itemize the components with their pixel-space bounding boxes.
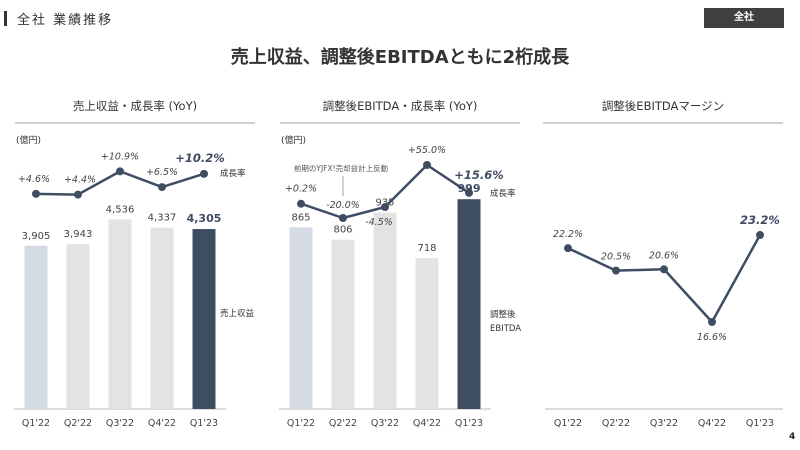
chart2-growth-point-3 bbox=[423, 161, 431, 169]
chart1-bar-label-1: 3,943 bbox=[64, 229, 93, 240]
chart1-bar-label-3: 4,337 bbox=[148, 213, 177, 224]
chart2-growth-point-4 bbox=[465, 188, 473, 197]
chart1-title: 売上収益・成長率 (YoY) bbox=[72, 99, 198, 113]
chart1-bar-label-4: 4,305 bbox=[187, 212, 222, 225]
chart2-bar-label-0: 865 bbox=[291, 212, 310, 223]
chart1-x-tick-2: Q3'22 bbox=[106, 418, 134, 429]
chart2-growth-label-4: +15.6% bbox=[454, 168, 504, 182]
chart3-title: 調整後EBITDAマージン bbox=[601, 99, 725, 113]
chart2-bar-1 bbox=[331, 239, 355, 409]
chart2-x-tick-0: Q1'22 bbox=[287, 418, 315, 429]
chart1-growth-label-1: +4.4% bbox=[64, 175, 96, 186]
chart3-value-label-4: 23.2% bbox=[740, 213, 780, 227]
chart2-x-tick-1: Q2'22 bbox=[329, 418, 357, 429]
chart2-growth-series-label: 成長率 bbox=[490, 188, 516, 199]
chart1-bar-label-2: 4,536 bbox=[106, 204, 135, 215]
chart3-value-label-0: 22.2% bbox=[553, 229, 583, 240]
chart2-bar-series-label-1: 調整後 bbox=[490, 309, 516, 320]
chart3-value-label-2: 20.6% bbox=[649, 250, 679, 261]
chart2-bar-3 bbox=[415, 258, 439, 409]
chart2-bar-label-4: 999 bbox=[458, 182, 481, 195]
chart1-bar-series-label: 売上収益 bbox=[220, 308, 255, 319]
chart1-growth-label-4: +10.2% bbox=[175, 151, 225, 165]
chart3-point-2 bbox=[660, 265, 668, 274]
chart1-growth-label-2: +10.9% bbox=[101, 151, 139, 162]
chart2-growth-label-3: +55.0% bbox=[408, 145, 446, 156]
chart2-bar-0 bbox=[289, 227, 313, 409]
chart1-growth-point-4 bbox=[200, 169, 208, 178]
chart3-x-tick-3: Q4'22 bbox=[698, 418, 726, 429]
chart3-point-1 bbox=[612, 266, 620, 275]
chart3-value-label-3: 16.6% bbox=[697, 332, 727, 343]
chart1-bar-4 bbox=[192, 229, 216, 409]
chart1-x-tick-3: Q4'22 bbox=[148, 418, 176, 429]
chart1-growth-point-2 bbox=[116, 167, 124, 176]
chart3-point-4 bbox=[756, 231, 764, 239]
page-title: 売上収益、調整後EBITDAともに2桁成長 bbox=[230, 47, 570, 68]
chart1-bar-1 bbox=[66, 244, 90, 409]
chart1-bar-3 bbox=[150, 227, 174, 409]
chart2-bar-2 bbox=[373, 212, 397, 409]
chart2-growth-point-2 bbox=[381, 203, 389, 212]
chart2-annotation: 前期のYJFX!売却益計上反動 bbox=[294, 163, 389, 173]
chart1-x-tick-4: Q1'23 bbox=[190, 418, 218, 429]
chart1-growth-point-1 bbox=[74, 190, 82, 199]
chart3-value-label-1: 20.5% bbox=[601, 252, 631, 263]
section-marker bbox=[4, 11, 7, 26]
chart2-bar-series-label-2: EBITDA bbox=[490, 324, 521, 334]
chart1-growth-point-0 bbox=[32, 189, 40, 198]
chart2-unit-label: (億円) bbox=[281, 134, 306, 146]
chart2-bar-4 bbox=[457, 199, 481, 409]
chart2-growth-point-0 bbox=[297, 199, 305, 208]
chart3-point-0 bbox=[564, 244, 572, 253]
chart2-growth-label-2: -4.5% bbox=[365, 217, 393, 228]
page-number: 4 bbox=[789, 432, 796, 442]
chart1-growth-point-3 bbox=[158, 183, 166, 192]
section-title: 全社 業績推移 bbox=[17, 13, 114, 28]
chart3-x-tick-4: Q1'23 bbox=[746, 418, 774, 429]
chart2-divider bbox=[280, 122, 520, 124]
chart1-x-tick-1: Q2'22 bbox=[64, 418, 92, 429]
chart2-bar-label-1: 806 bbox=[333, 225, 352, 236]
chart3-x-tick-0: Q1'22 bbox=[554, 418, 582, 429]
chart2-x-tick-3: Q4'22 bbox=[413, 418, 441, 429]
chart1-unit-label: (億円) bbox=[16, 134, 41, 146]
chart2-growth-label-0: +0.2% bbox=[285, 184, 317, 195]
chart3-x-tick-2: Q3'22 bbox=[650, 418, 678, 429]
chart1-bar-label-0: 3,905 bbox=[22, 231, 51, 242]
segment-badge: 全社 bbox=[704, 8, 784, 28]
chart2-x-tick-2: Q3'22 bbox=[371, 418, 399, 429]
chart1-x-tick-0: Q1'22 bbox=[22, 418, 50, 429]
chart2-x-tick-4: Q1'23 bbox=[455, 418, 483, 429]
chart3-x-tick-1: Q2'22 bbox=[602, 418, 630, 429]
chart2-title: 調整後EBITDA・成長率 (YoY) bbox=[322, 99, 478, 113]
chart3-point-3 bbox=[708, 318, 716, 326]
chart2-growth-label-1: -20.0% bbox=[326, 200, 360, 211]
chart1-divider bbox=[15, 122, 255, 124]
chart3-divider bbox=[543, 122, 783, 124]
chart1-growth-label-0: +4.6% bbox=[18, 174, 50, 185]
chart1-bar-0 bbox=[24, 245, 48, 409]
chart1-growth-label-3: +6.5% bbox=[146, 167, 178, 178]
chart1-bar-2 bbox=[108, 219, 132, 409]
chart1-growth-series-label: 成長率 bbox=[220, 168, 246, 179]
chart3-margin-line bbox=[567, 234, 762, 324]
chart2-bar-label-3: 718 bbox=[417, 243, 436, 254]
chart2-growth-point-1 bbox=[339, 214, 347, 222]
